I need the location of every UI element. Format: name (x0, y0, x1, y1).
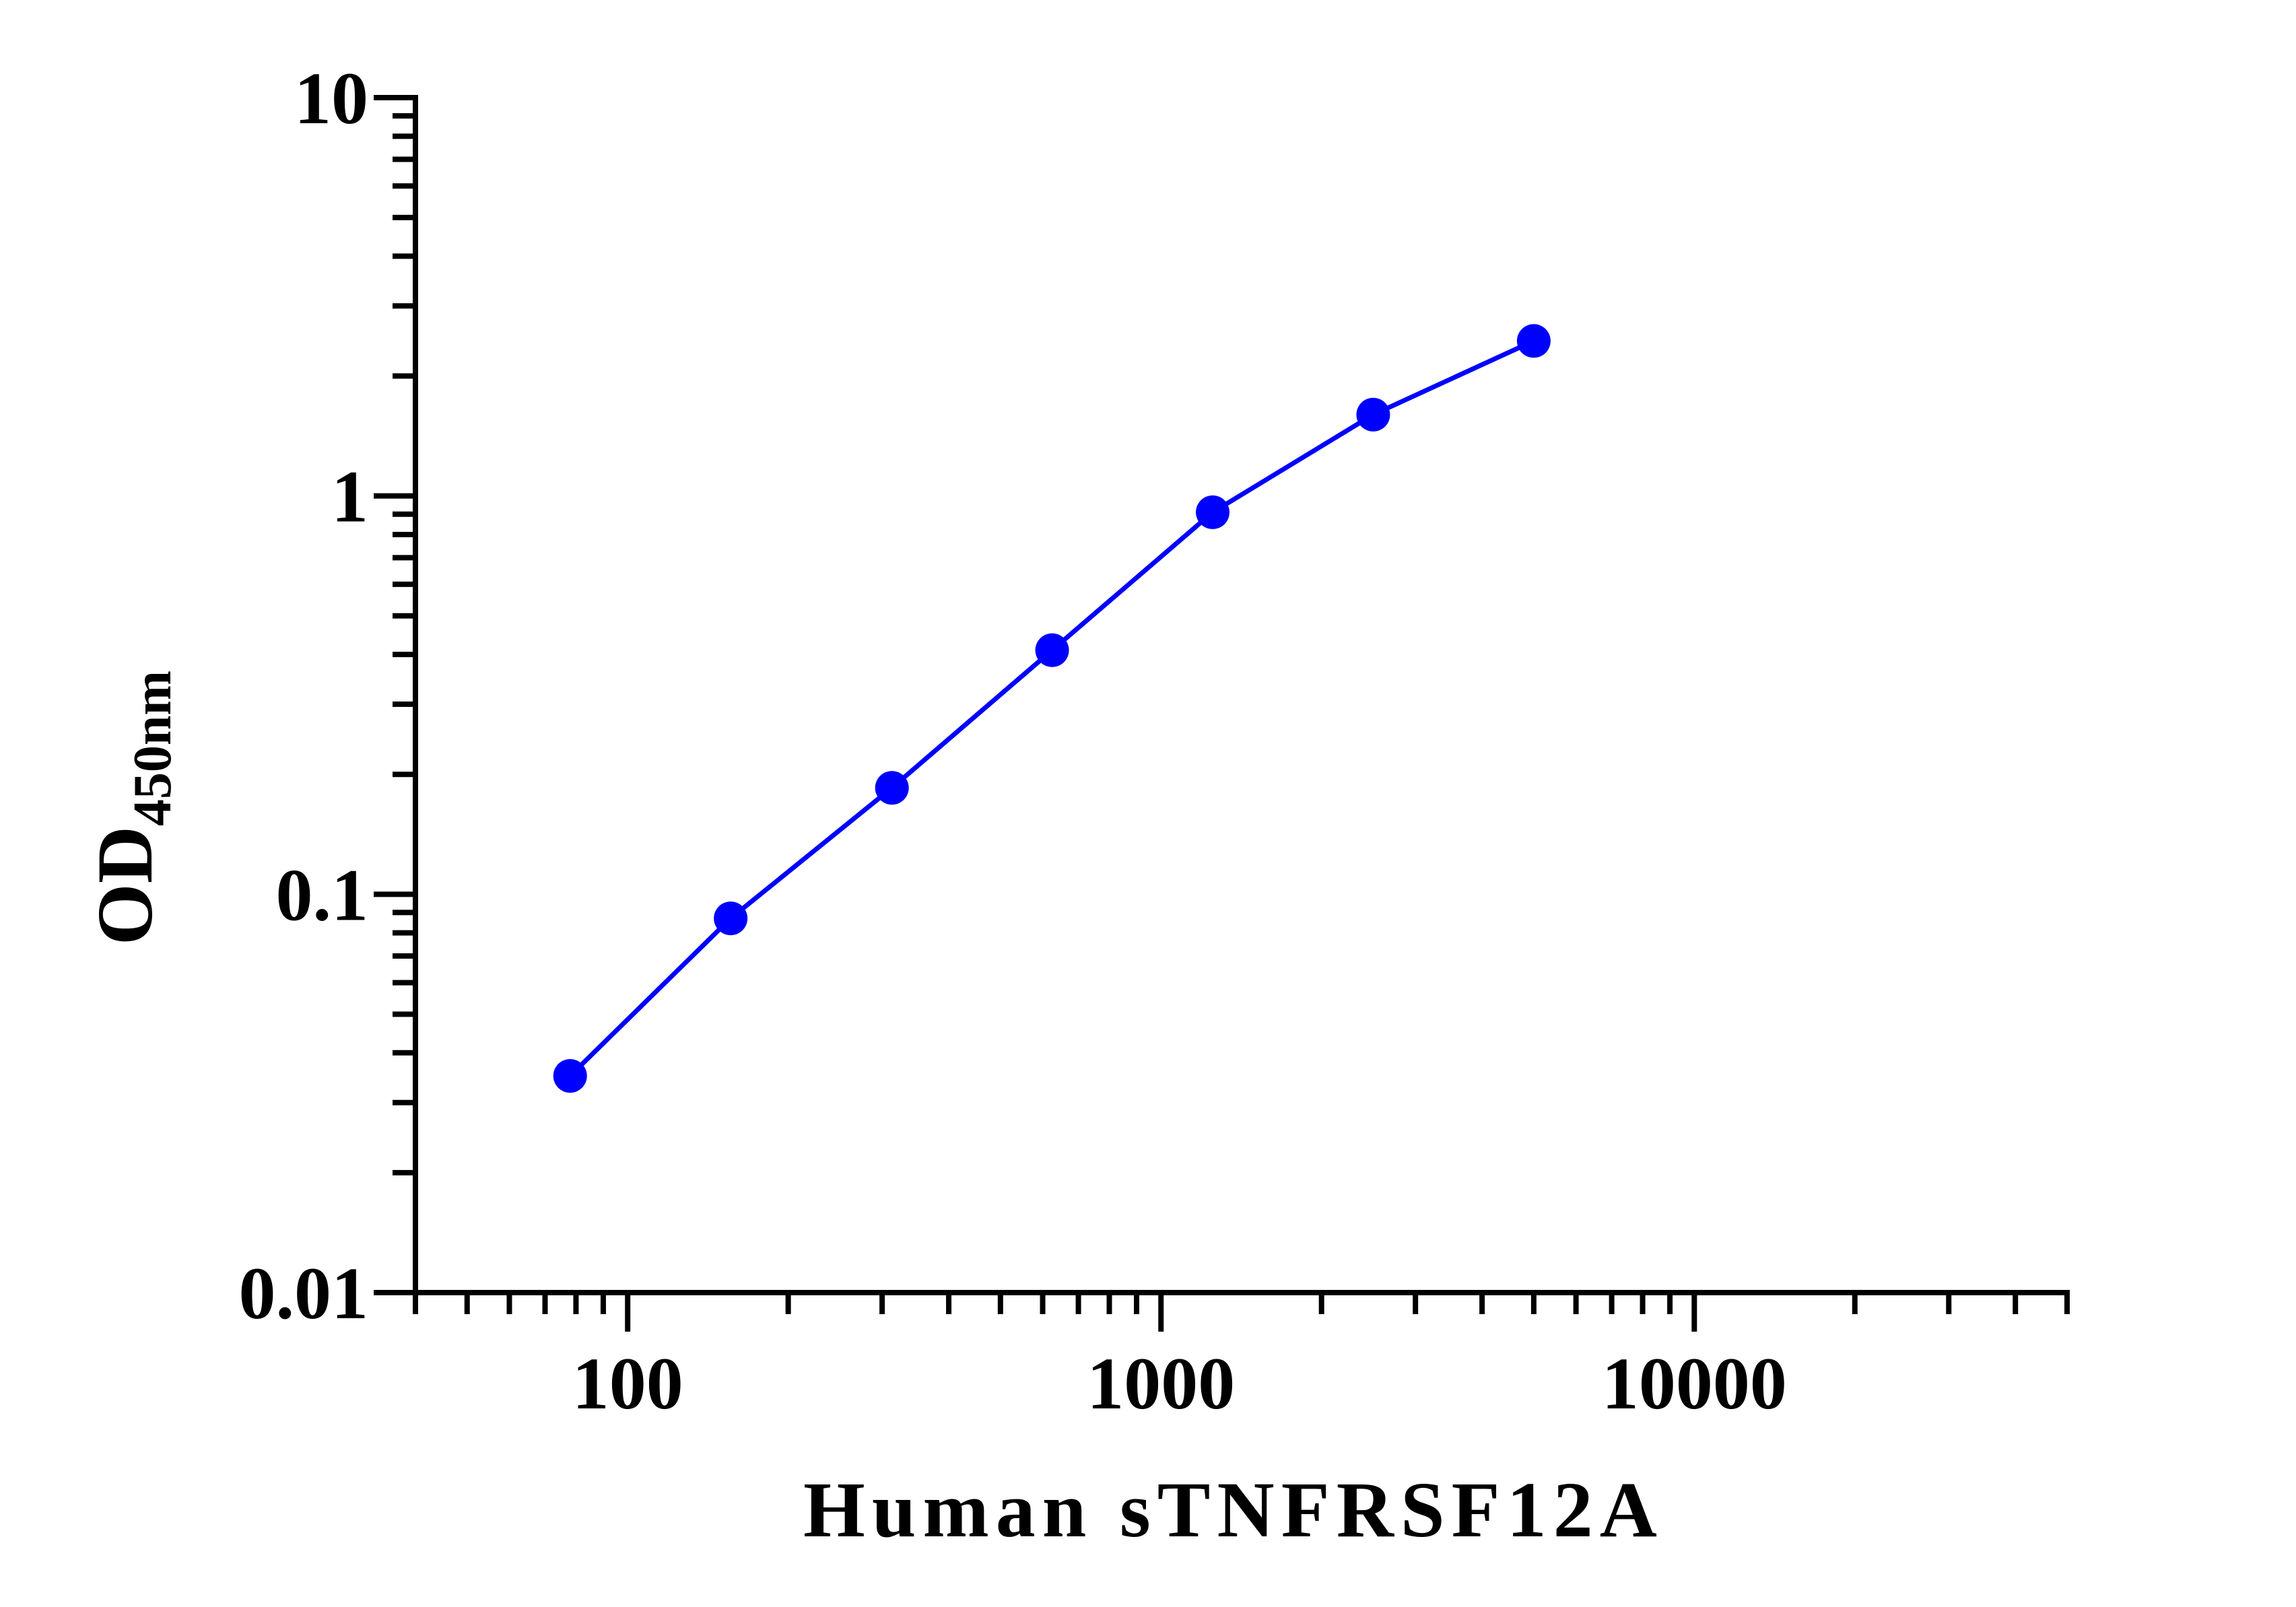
x-tick-label: 10000 (1602, 1342, 1787, 1425)
x-axis-title: Human sTNFRSF12A (803, 1466, 1664, 1554)
y-tick-label: 0.1 (276, 854, 369, 936)
y-tick-label: 0.01 (239, 1252, 369, 1334)
series-layer (553, 324, 1551, 1093)
y-axis-title-subscript: 450nm (123, 671, 182, 826)
y-axis-title: OD450nm (81, 671, 182, 945)
y-tick-label: 10 (294, 57, 368, 139)
data-point (553, 1059, 587, 1093)
series-line (568, 339, 1535, 1078)
x-tick-label: 1000 (1087, 1342, 1235, 1425)
x-tick-label: 100 (572, 1342, 683, 1425)
labels-layer: Human sTNFRSF12A OD450nm (81, 671, 1664, 1554)
data-point (1516, 324, 1551, 358)
data-point (1196, 495, 1230, 529)
data-point (714, 901, 748, 936)
y-axis-title-main: OD (81, 826, 169, 945)
axes: 0.01 0.1 1 10 100 1000 10000 (239, 57, 2070, 1425)
data-point (875, 771, 909, 805)
data-point (1035, 633, 1069, 667)
y-tick-label: 1 (331, 456, 368, 538)
data-point (1356, 397, 1390, 432)
